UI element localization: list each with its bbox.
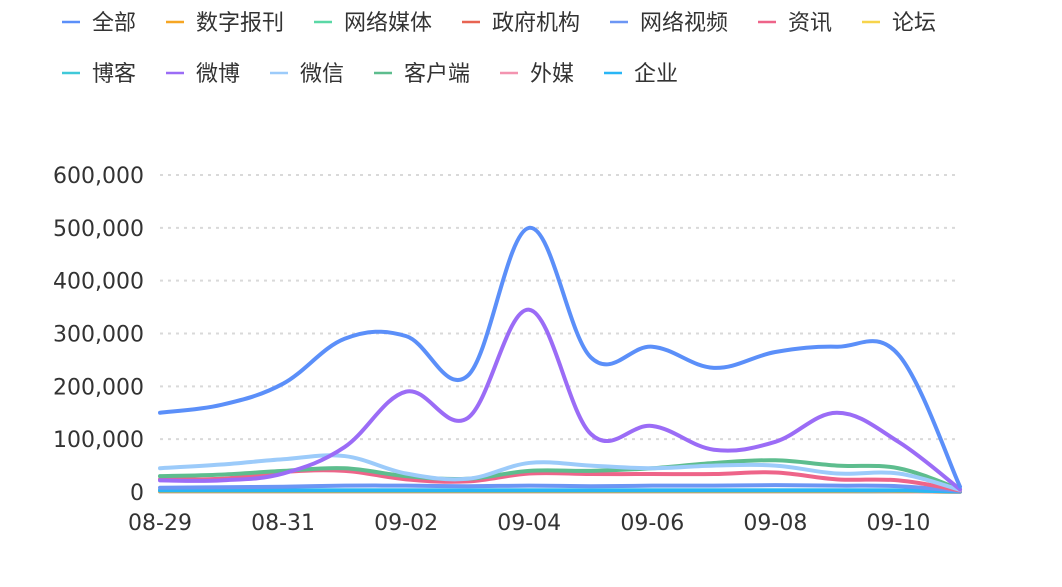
legend-item[interactable]: 资讯	[758, 11, 832, 36]
y-tick-label: 100,000	[53, 428, 144, 453]
series-line	[158, 453, 962, 492]
legend-item[interactable]: 全部	[62, 11, 136, 36]
legend-label: 政府机构	[492, 11, 580, 36]
series-lines	[158, 225, 962, 494]
y-tick-label: 0	[130, 481, 144, 506]
legend-item[interactable]: 网络视频	[610, 11, 728, 36]
legend-item[interactable]: 网络媒体	[314, 11, 432, 36]
grid-lines	[160, 174, 960, 441]
legend-item[interactable]: 博客	[62, 62, 136, 87]
x-axis: 08-29 08-31 09-02 09-04 09-06 09-08 09-10	[128, 491, 960, 536]
legend-label: 客户端	[404, 62, 470, 87]
x-tick-label: 09-02	[374, 511, 438, 536]
series-line	[158, 307, 962, 492]
series-line	[158, 225, 962, 489]
series-line	[158, 488, 962, 494]
legend-item[interactable]: 政府机构	[462, 11, 580, 36]
y-tick-label: 600,000	[53, 164, 144, 189]
series-line	[158, 483, 962, 493]
x-tick-label: 09-06	[620, 511, 684, 536]
x-tick-label: 09-04	[497, 511, 561, 536]
y-tick-label: 200,000	[53, 375, 144, 400]
legend-item[interactable]: 外媒	[500, 62, 574, 87]
legend-label: 博客	[92, 62, 136, 87]
legend-item[interactable]: 数字报刊	[166, 11, 284, 36]
legend-label: 企业	[634, 62, 678, 87]
legend-label: 论坛	[892, 11, 936, 36]
legend-label: 网络视频	[640, 11, 728, 36]
legend-item[interactable]: 论坛	[862, 11, 936, 36]
legend-item[interactable]: 微信	[270, 62, 344, 87]
x-tick-label: 08-31	[251, 511, 315, 536]
legend-label: 微博	[196, 62, 240, 87]
y-tick-label: 500,000	[53, 217, 144, 242]
y-tick-label: 400,000	[53, 270, 144, 295]
legend-label: 外媒	[530, 62, 574, 87]
legend-item[interactable]: 微博	[166, 62, 240, 87]
x-tick-label: 09-10	[866, 511, 930, 536]
y-axis: 0 100,000 200,000 300,000 400,000 500,000 600,…	[53, 164, 144, 506]
legend-label: 网络媒体	[344, 11, 432, 36]
legend-label: 资讯	[788, 11, 832, 36]
legend-item[interactable]: 企业	[604, 62, 678, 87]
legend-label: 微信	[300, 62, 344, 87]
x-tick-label: 09-08	[743, 511, 807, 536]
legend-label: 全部	[92, 11, 136, 36]
x-tick-label: 08-29	[128, 511, 192, 536]
y-tick-label: 300,000	[53, 323, 144, 348]
legend-item[interactable]: 客户端	[374, 62, 470, 87]
legend-label: 数字报刊	[196, 11, 284, 36]
